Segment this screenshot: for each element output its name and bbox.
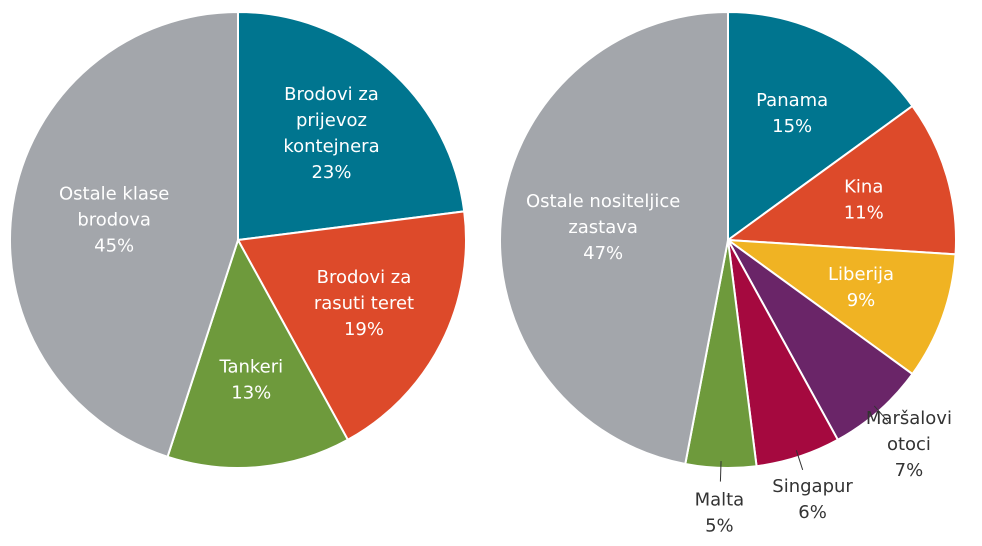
slice-label: Singapur [772, 476, 853, 497]
slice-label: Maršalovi otoci [866, 408, 952, 455]
slice-label: Ostale nositeljice zastava [526, 191, 680, 238]
slice-value-label: 15% [772, 116, 812, 137]
pie-slice [166, 237, 350, 469]
slice-value-label: 11% [844, 203, 884, 224]
slice-value-label: 7% [895, 460, 924, 481]
pie-slice [236, 210, 467, 442]
slice-value-label: 23% [311, 162, 351, 183]
slice-value-label: 9% [847, 290, 876, 311]
slice-value-label: 6% [798, 502, 827, 523]
slice-value-label: 47% [583, 243, 623, 264]
pie-slice [724, 238, 957, 376]
slice-label: Panama [756, 90, 828, 111]
slice-label: Tankeri [218, 357, 283, 378]
slice-value-label: 19% [344, 319, 384, 340]
pie-slice [727, 10, 914, 242]
slice-label: Ostale klase brodova [59, 183, 169, 230]
slice-value-label: 5% [705, 515, 734, 536]
slice-label: Brodovi za prijevoz kontejnera [283, 84, 379, 157]
pie-slice [499, 10, 729, 466]
slice-value-label: 13% [231, 383, 271, 404]
pie-slice [725, 104, 957, 256]
slice-label: Malta [695, 489, 745, 510]
slice-value-label: 45% [94, 235, 134, 256]
leader-line [795, 450, 804, 471]
slice-label: Brodovi za rasuti teret [314, 267, 414, 314]
slice-label: Kina [844, 177, 883, 198]
leader-line [873, 405, 889, 422]
pie-slice [237, 10, 466, 242]
pie-slice [9, 10, 239, 459]
leader-line [719, 461, 722, 482]
slice-label: Liberija [828, 264, 894, 285]
